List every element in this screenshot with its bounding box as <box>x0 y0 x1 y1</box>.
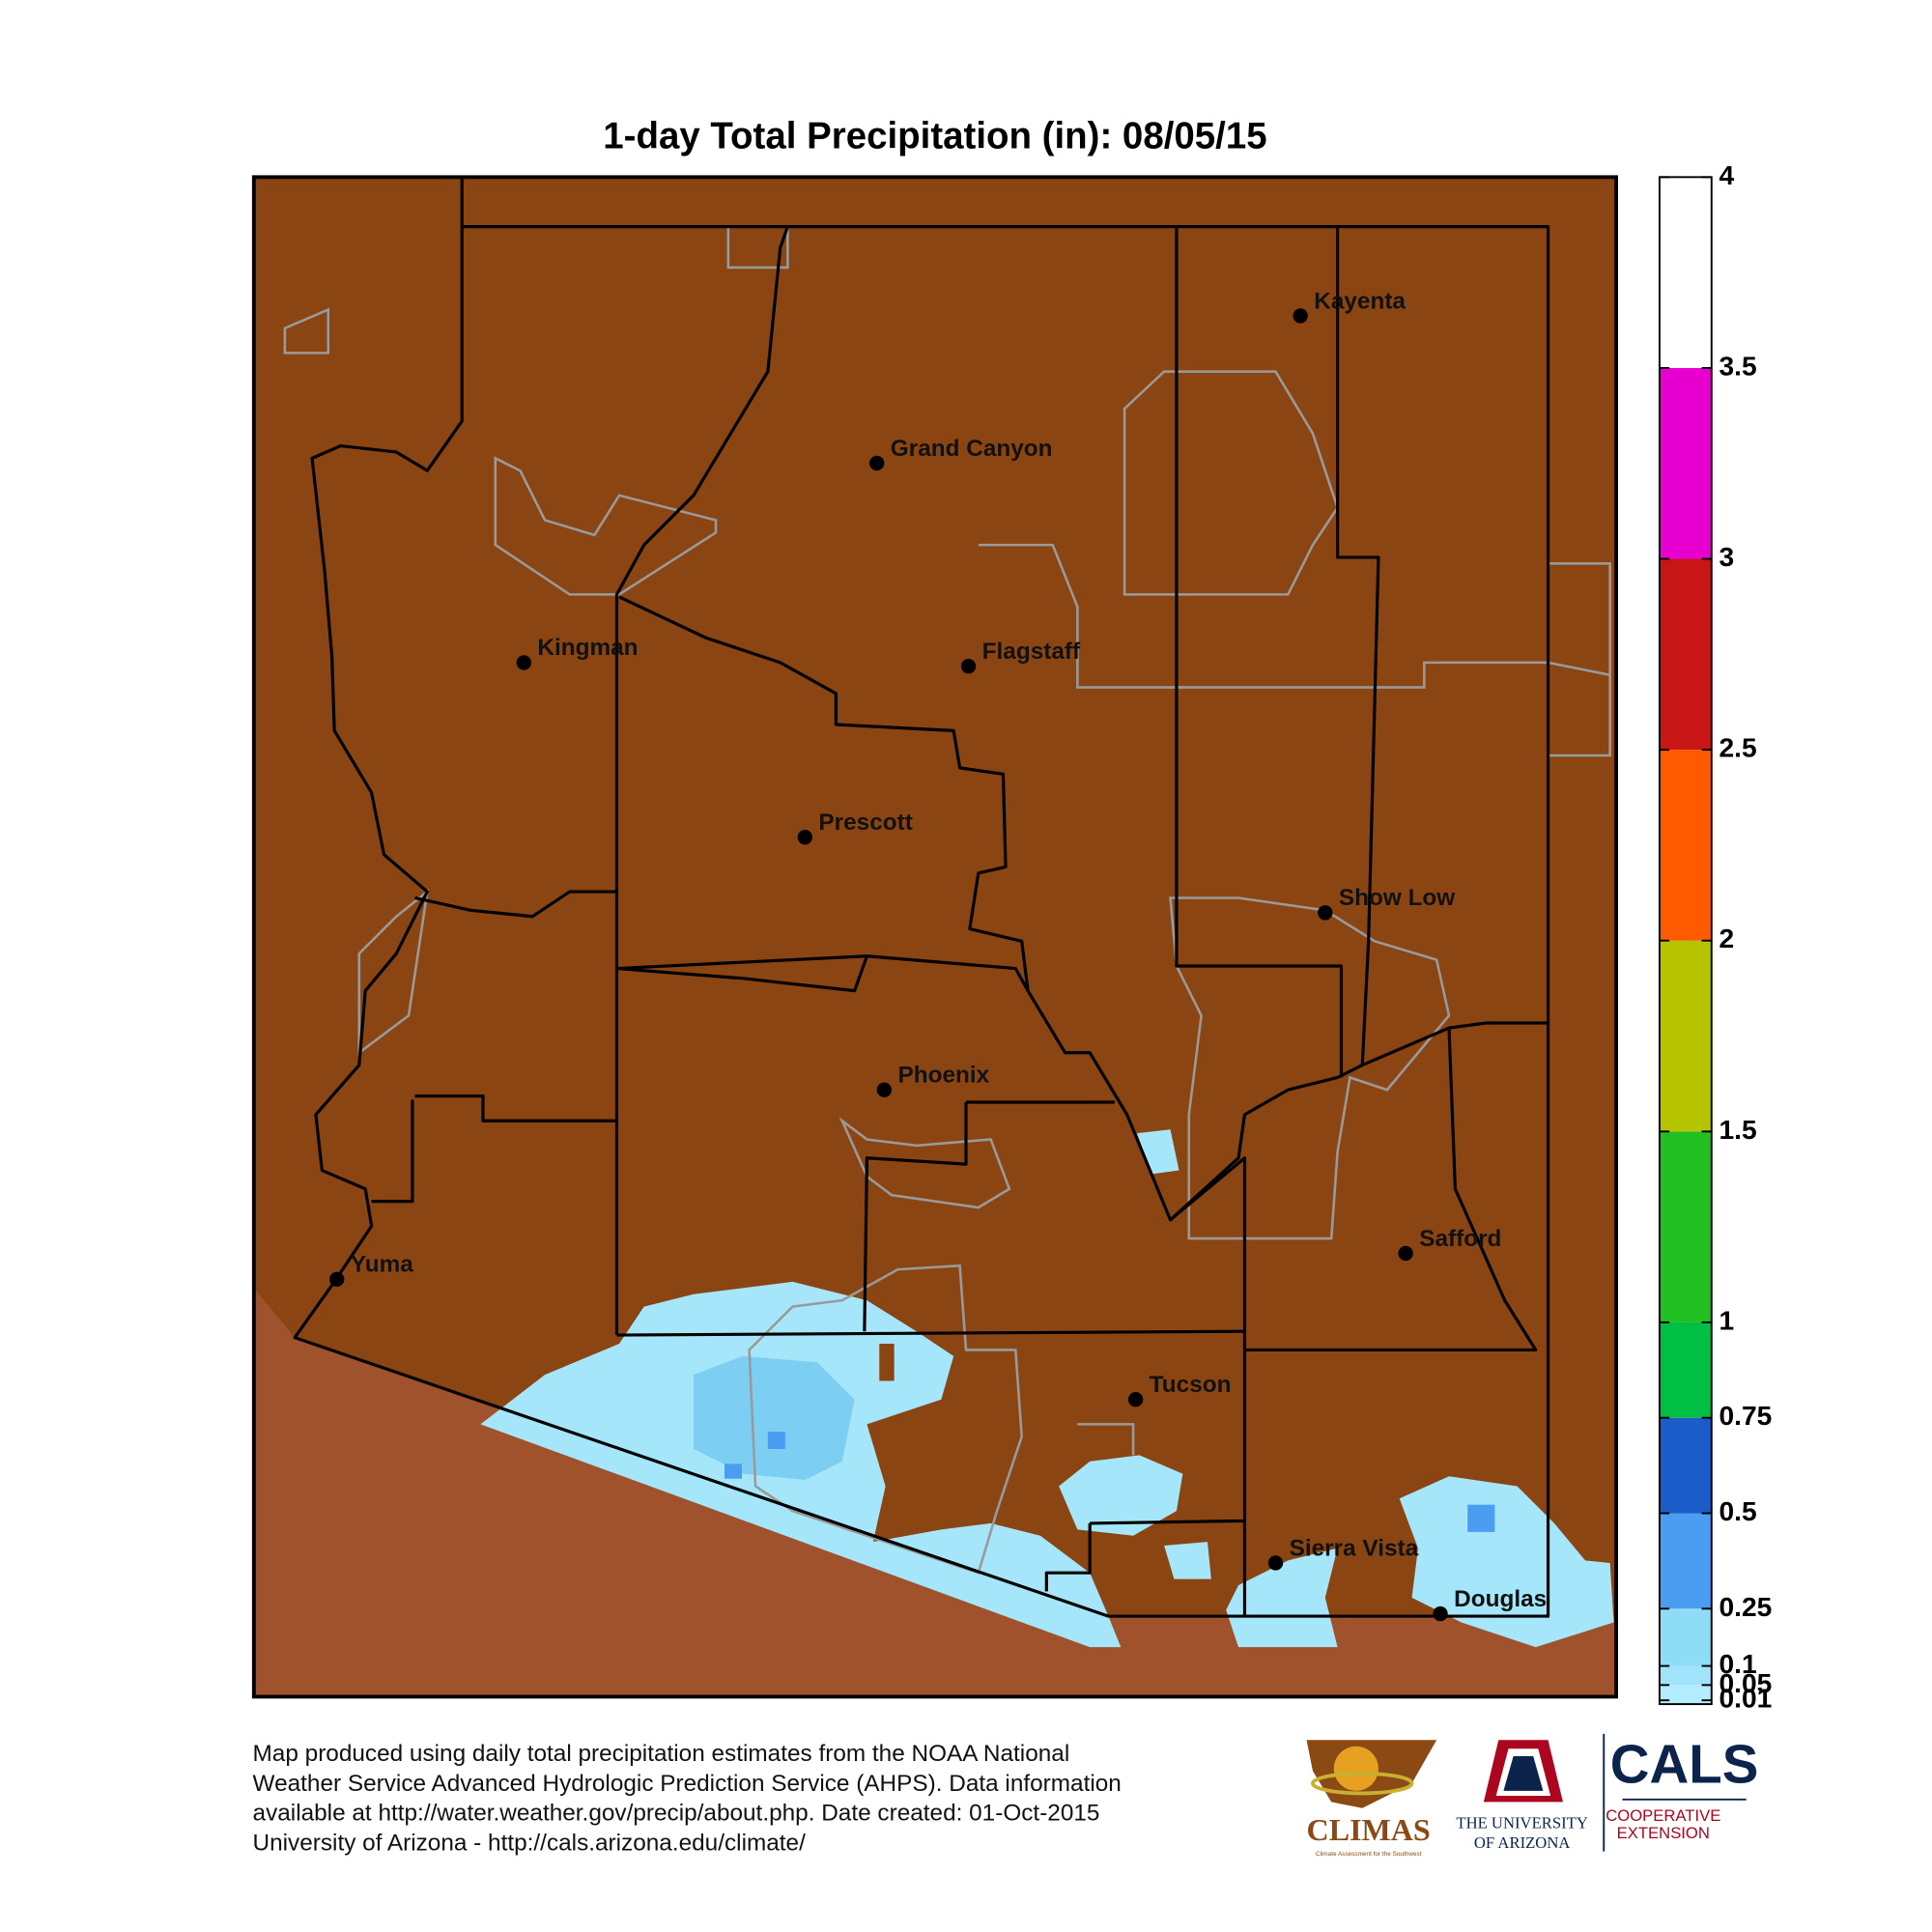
city-label: Show Low <box>1339 885 1455 911</box>
city-label: Safford <box>1419 1226 1501 1252</box>
colorbar-tick-label: 1.5 <box>1719 1114 1756 1145</box>
precip-areas <box>480 1129 1614 1648</box>
cities: Kayenta Grand Canyon Kingman Flagstaff Presc… <box>329 288 1547 1622</box>
logo-text: Climate Assessment for the Southwest <box>1316 1851 1422 1858</box>
city-dot <box>516 655 531 670</box>
colorbar-segment <box>1659 1665 1712 1686</box>
footer: Map produced using daily total precipita… <box>253 1741 1122 1856</box>
logo-text: CALS <box>1610 1734 1759 1795</box>
colorbar-tick-label: 0.05 <box>1719 1667 1772 1698</box>
city-label: Kayenta <box>1314 288 1406 314</box>
colorbar-segment <box>1659 750 1712 941</box>
colorbar-tick-label: 4 <box>1719 159 1734 190</box>
city-dot <box>1267 1555 1284 1571</box>
colorbar: 0.010.050.1 0.25 0.5 0.75 1 1.5 2 2.5 3 3.5 4 <box>1658 159 1772 1714</box>
colorbar-tick-label: 0.75 <box>1719 1400 1772 1431</box>
city-dot <box>1398 1245 1413 1262</box>
city-dot <box>1433 1605 1448 1622</box>
precip-area <box>1164 1542 1211 1579</box>
colorbar-segment <box>1659 940 1712 1132</box>
colorbar-tick-label: 2 <box>1719 923 1734 953</box>
colorbar-segment <box>1659 177 1712 368</box>
precip-area <box>724 1463 742 1479</box>
city-label: Sierra Vista <box>1290 1535 1419 1561</box>
climas-logo: CLIMAS Climate Assessment for the Southw… <box>1307 1740 1437 1858</box>
precip-area <box>1399 1476 1614 1648</box>
colorbar-segment <box>1659 1417 1712 1514</box>
city-dot <box>1293 308 1308 324</box>
city-dot <box>1127 1392 1144 1407</box>
precip-area <box>1226 1548 1338 1648</box>
map-frame <box>251 175 1618 1699</box>
city-label: Douglas <box>1454 1586 1547 1612</box>
colorbar-segment <box>1659 1685 1712 1701</box>
dry-spot <box>879 1344 895 1381</box>
map-title: 1-day Total Precipitation (in): 08/05/15 <box>603 116 1266 157</box>
footer-line: Weather Service Advanced Hydrologic Pred… <box>253 1771 1122 1797</box>
precip-area <box>1467 1504 1495 1532</box>
footer-line: available at http://water.weather.gov/pr… <box>253 1801 1100 1827</box>
colorbar-tick-label: 0.01 <box>1719 1683 1772 1714</box>
city-dot <box>876 1082 893 1097</box>
colorbar-segment <box>1659 1131 1712 1322</box>
logo-text: EXTENSION <box>1617 1824 1710 1842</box>
logos: CLIMAS Climate Assessment for the Southw… <box>1307 1734 1759 1858</box>
city-label: Prescott <box>818 810 912 836</box>
footer-line: Map produced using daily total precipita… <box>253 1741 1070 1767</box>
colorbar-segment <box>1659 1608 1712 1666</box>
precip-area <box>1059 1455 1183 1536</box>
logo-text: CLIMAS <box>1307 1812 1431 1847</box>
colorbar-tick-label: 1 <box>1719 1304 1734 1335</box>
city-label: Grand Canyon <box>891 436 1053 462</box>
city-label: Phoenix <box>897 1063 989 1089</box>
city-label: Tucson <box>1150 1372 1232 1398</box>
city-dot <box>329 1271 345 1288</box>
county-lines <box>293 177 1550 1618</box>
colorbar-tick-label: 0.5 <box>1719 1495 1756 1526</box>
city-label: Flagstaff <box>982 639 1081 665</box>
logo-text: OF ARIZONA <box>1474 1833 1570 1852</box>
logo-text: COOPERATIVE <box>1605 1806 1720 1825</box>
map: Kayenta Grand Canyon Kingman Flagstaff Presc… <box>251 175 1618 1699</box>
precip-area <box>693 1355 855 1481</box>
colorbar-segment <box>1659 558 1712 751</box>
colorbar-segment <box>1659 1513 1712 1609</box>
cals-logo: CALS COOPERATIVE EXTENSION <box>1605 1734 1758 1842</box>
colorbar-tick-label: 3 <box>1719 541 1734 572</box>
precip-area <box>1136 1129 1179 1175</box>
mexico <box>253 1288 1617 1697</box>
city-dot <box>1318 905 1333 921</box>
colorbar-tick-label: 0.25 <box>1719 1591 1772 1622</box>
city-dot <box>797 829 813 845</box>
colorbar-segment <box>1659 367 1712 559</box>
city-dot <box>869 455 885 471</box>
colorbar-segment <box>1659 1700 1712 1705</box>
footer-line: University of Arizona - http://cals.ariz… <box>253 1830 807 1856</box>
colorbar-tick-label: 2.5 <box>1719 732 1756 763</box>
logo-text: THE UNIVERSITY <box>1456 1813 1587 1832</box>
colorbar-tick-label: 3.5 <box>1719 350 1756 381</box>
colorbar-tick-label: 0.1 <box>1719 1648 1756 1679</box>
city-label: Yuma <box>351 1252 413 1278</box>
city-label: Kingman <box>537 635 638 661</box>
colorbar-segment <box>1659 1321 1712 1418</box>
precip-area <box>767 1432 785 1449</box>
city-dot <box>960 659 977 674</box>
ua-logo: THE UNIVERSITY OF ARIZONA <box>1456 1740 1588 1852</box>
